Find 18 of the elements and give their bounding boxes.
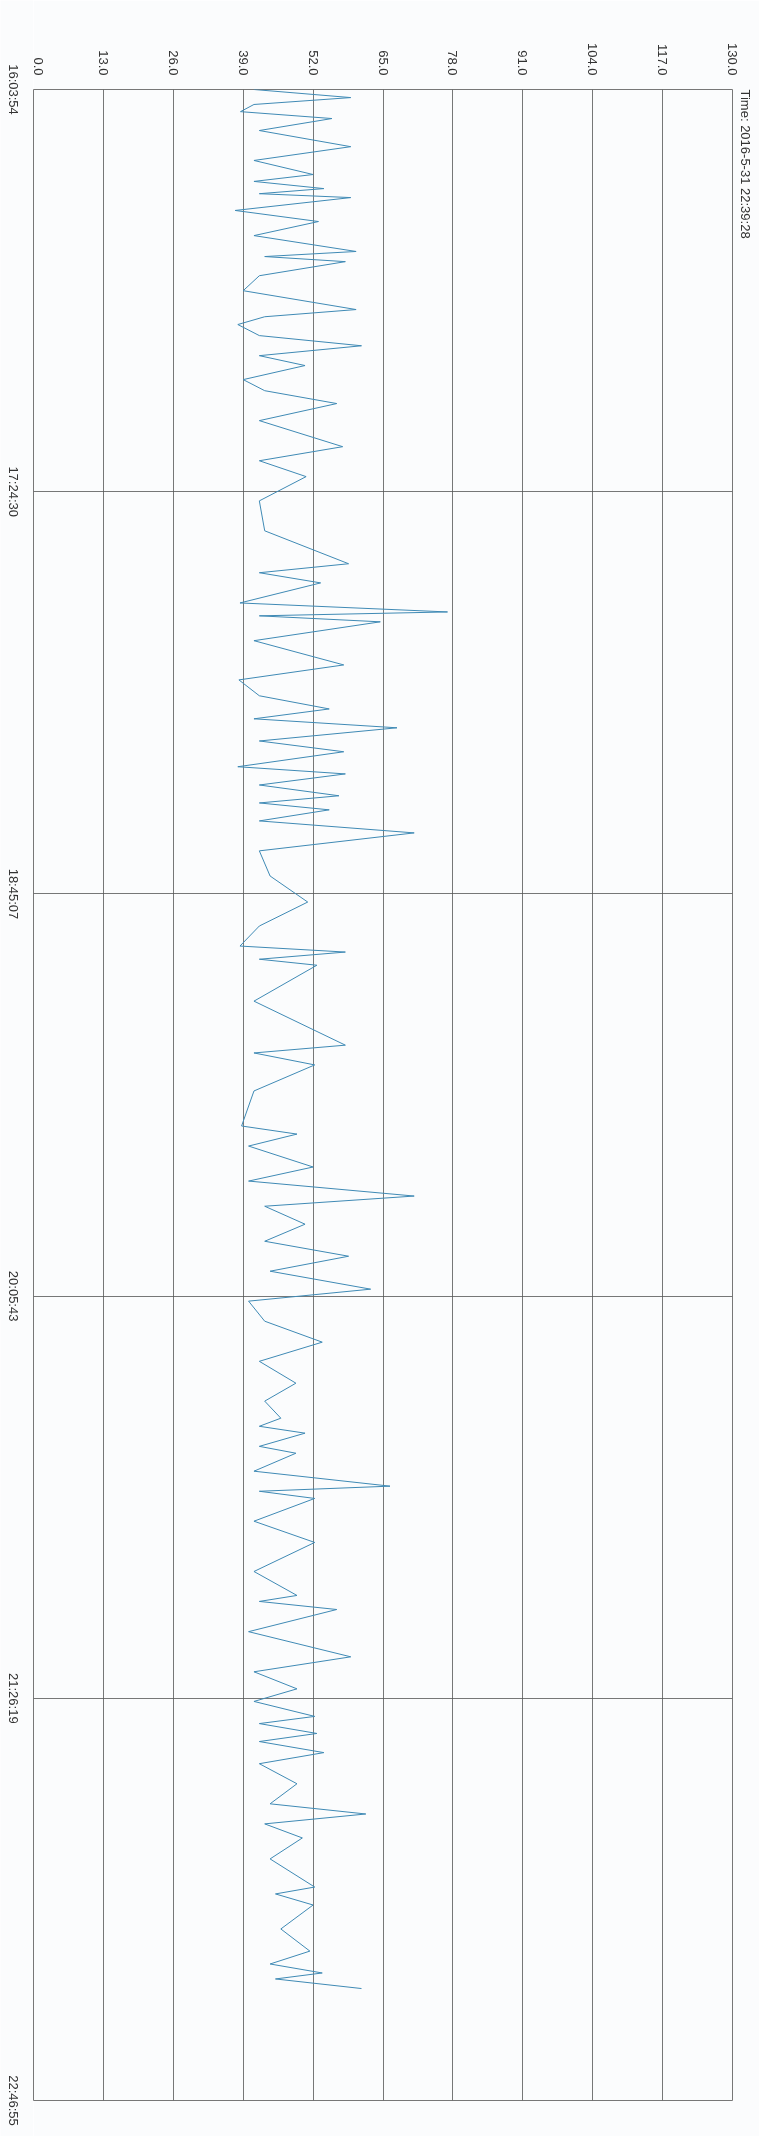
x-tick-label: 130.0 [725, 42, 740, 76]
x-tick-label: 91.0 [515, 50, 531, 76]
y-tick-label: 18:45:07 [6, 868, 22, 920]
x-tick-label: 26.0 [165, 50, 181, 76]
x-tick-label: 117.0 [655, 43, 671, 76]
x-tick-label: 13.0 [95, 50, 111, 76]
x-tick-label: 39.0 [235, 50, 251, 76]
y-tick-label: 17:24:30 [6, 466, 22, 517]
x-tick-label: 0.0 [30, 57, 46, 76]
x-tick-label: 52.0 [305, 50, 321, 76]
x-tick-label: 65.0 [375, 50, 391, 76]
text: Time: 2016-5-31 22:39:28 [737, 89, 753, 239]
y-tick-label: 20:05:43 [6, 1270, 22, 1322]
y-tick-label: 21:26:19 [6, 1673, 22, 1724]
y-tick-label: 16:03:54 [6, 64, 22, 115]
x-tick-label: 104.0 [585, 42, 601, 76]
y-tick-label: 22:46:55 [6, 2075, 22, 2126]
x-tick-label: 78.0 [445, 50, 461, 76]
